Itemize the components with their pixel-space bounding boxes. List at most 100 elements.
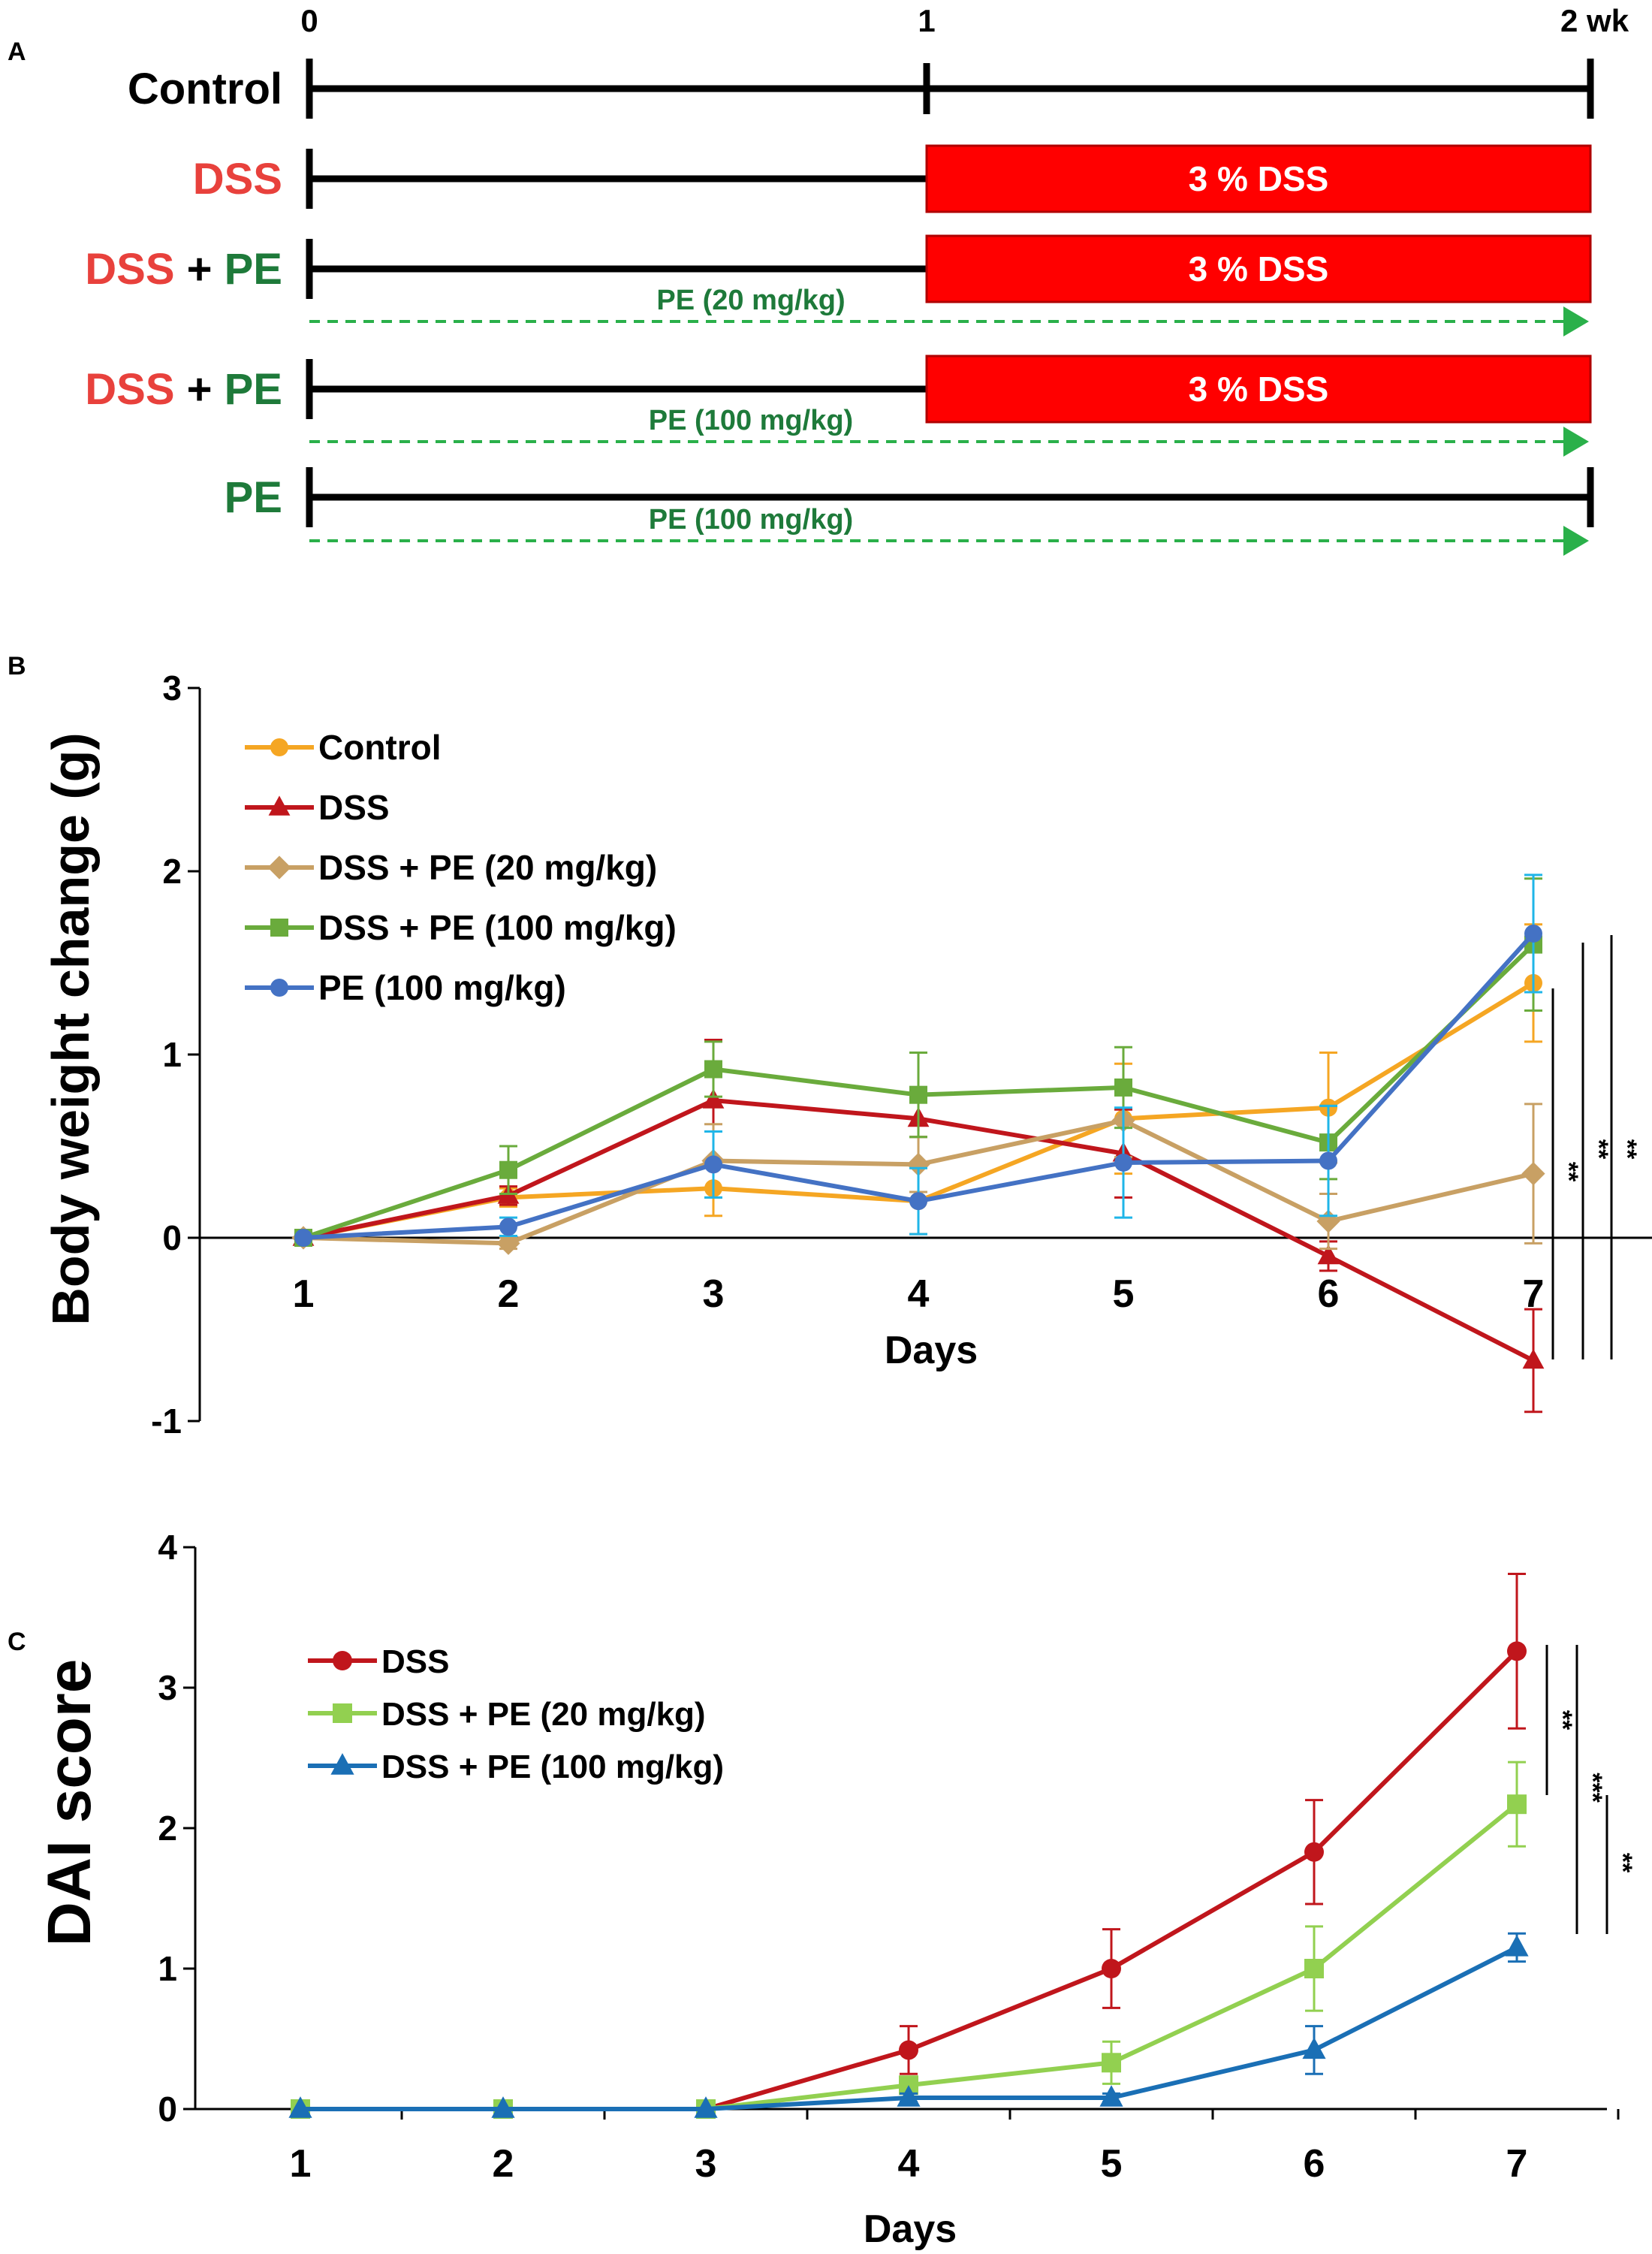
dss-treatment-box [925, 355, 1592, 424]
significance-marker: ** [1584, 1139, 1613, 1160]
data-point-marker [491, 2096, 515, 2118]
row-label-part: + [175, 365, 225, 414]
row-label-part: DSS [193, 155, 282, 204]
data-point-marker [1507, 1641, 1527, 1661]
data-point-marker [267, 855, 291, 880]
dss-treatment-label: 3 % DSS [1189, 249, 1329, 288]
row-label-part: + [175, 245, 225, 294]
data-point-marker [702, 1088, 725, 1109]
data-point-marker [1099, 2085, 1123, 2107]
row-label-control: Control [128, 65, 282, 113]
row-label-part: DSS [85, 365, 174, 414]
row-label-part: PE [225, 365, 282, 414]
data-point-marker [294, 1229, 312, 1247]
pe-arrow-head [1563, 306, 1589, 336]
x-tick-label: 6 [1304, 2142, 1325, 2186]
y-tick-label: 1 [158, 1949, 177, 1988]
data-point-marker [906, 1152, 930, 1176]
legend-entry-dss: DSS [308, 1643, 449, 1680]
y-tick-label: 3 [158, 1668, 177, 1707]
legend-label: Control [318, 728, 442, 767]
legend-entry-dss-pe-100-mg-kg: DSS + PE (100 mg/kg) [308, 1749, 724, 1785]
data-point-marker [1521, 1162, 1545, 1186]
data-point-marker [288, 2096, 312, 2118]
data-point-marker [499, 1160, 517, 1179]
data-point-marker [1114, 1153, 1132, 1172]
x-tick-label: 4 [908, 1272, 930, 1316]
legend-entry-dss: DSS [245, 788, 390, 827]
x-tick-label: 5 [1113, 1272, 1135, 1316]
data-point-marker [909, 1085, 927, 1104]
data-point-marker [499, 1218, 517, 1236]
data-point-marker [270, 738, 288, 756]
series-dss-pe-100-mg-kg [288, 1932, 1529, 2118]
data-point-marker [1302, 2037, 1326, 2059]
data-point-marker [694, 2096, 718, 2118]
legend-entry-dss-pe-100-mg-kg: DSS + PE (100 mg/kg) [245, 908, 677, 947]
y-tick-label: 0 [162, 1218, 182, 1257]
x-tick-label: 2 [498, 1272, 520, 1316]
x-tick-label: 1 [293, 1272, 315, 1316]
row-label-part: PE [225, 245, 282, 294]
data-point-marker [1524, 924, 1542, 943]
y-tick-label: -1 [151, 1402, 182, 1441]
panel-label-c: C [8, 1628, 26, 1656]
legend-entry-control: Control [245, 728, 442, 767]
data-point-marker [1102, 1959, 1121, 1978]
data-point-marker [1114, 1078, 1132, 1097]
row-label-dss: DSS [193, 155, 282, 204]
significance-marker: *** [1578, 1773, 1607, 1803]
legend-label: DSS + PE (100 mg/kg) [381, 1749, 724, 1785]
data-point-marker [1505, 1935, 1529, 1957]
pe-arrow-head [1563, 526, 1589, 556]
legend-entry-dss-pe-20-mg-kg: DSS + PE (20 mg/kg) [245, 848, 657, 887]
x-axis-label: Days [864, 2207, 957, 2251]
row-label-part: DSS [85, 245, 174, 294]
data-point-marker [333, 1703, 352, 1723]
data-point-marker [1304, 1842, 1324, 1862]
x-tick-label: 3 [703, 1272, 725, 1316]
series-pe-100-mg-kg [294, 874, 1542, 1247]
pe-arrow-head [1563, 427, 1589, 457]
data-point-marker [496, 1231, 520, 1255]
data-point-marker [704, 1060, 722, 1079]
data-point-marker [909, 1192, 927, 1211]
row-label-pe: PE [225, 473, 282, 522]
significance-marker: ** [1613, 1139, 1641, 1160]
timeline-tick-label: 2 wk [1560, 3, 1629, 38]
data-point-marker [899, 2040, 918, 2060]
pe-dose-label: PE (100 mg/kg) [649, 504, 853, 536]
dss-treatment-label: 3 % DSS [1189, 370, 1329, 409]
data-point-marker [1316, 1209, 1340, 1233]
x-axis-label: Days [885, 1329, 978, 1372]
data-point-marker [330, 1753, 354, 1775]
pe-dose-label: PE (100 mg/kg) [649, 405, 853, 436]
data-point-marker [897, 2085, 921, 2107]
legend-label: DSS + PE (20 mg/kg) [381, 1696, 706, 1733]
y-tick-label: 2 [158, 1809, 177, 1848]
data-point-marker [1522, 1348, 1545, 1369]
x-tick-label: 6 [1318, 1272, 1340, 1316]
legend-label: DSS [318, 788, 390, 827]
data-point-marker [1304, 1959, 1324, 1978]
significance-marker: ** [1554, 1162, 1583, 1182]
y-axis-label: Body weight change (g) [41, 732, 100, 1325]
dss-treatment-box [925, 144, 1592, 213]
y-tick-label: 2 [162, 852, 182, 891]
panel-c-dai-chart: C 0 1 2 3 4 1 2 3 4 5 6 7 Days DAI score DSS DSS + PE (2… [8, 1528, 1637, 2251]
y-tick-label: 4 [158, 1528, 177, 1567]
legend-label: DSS [381, 1643, 449, 1680]
legend-entry-dss-pe-20-mg-kg: DSS + PE (20 mg/kg) [308, 1696, 706, 1733]
data-point-marker [270, 919, 288, 937]
y-tick-label: 1 [162, 1035, 182, 1074]
legend-label: DSS + PE (100 mg/kg) [318, 908, 677, 947]
timeline-tick-label: 1 [918, 3, 935, 38]
row-label-dss-pe-100: DSS + PE [85, 365, 282, 414]
panel-label-b: B [8, 652, 26, 680]
dss-treatment-label: 3 % DSS [1189, 159, 1329, 198]
legend-label: PE (100 mg/kg) [318, 968, 566, 1007]
dss-treatment-box [925, 234, 1592, 303]
row-label-dss-pe-20: DSS + PE [85, 245, 282, 294]
